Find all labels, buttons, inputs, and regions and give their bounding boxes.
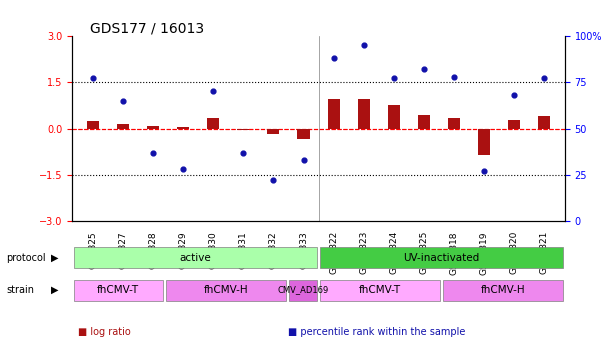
FancyBboxPatch shape <box>320 280 440 301</box>
Point <box>178 166 188 172</box>
Point <box>88 76 98 81</box>
Text: GDS177 / 16013: GDS177 / 16013 <box>90 21 204 35</box>
FancyBboxPatch shape <box>289 280 317 301</box>
Text: ■ percentile rank within the sample: ■ percentile rank within the sample <box>288 327 466 337</box>
Bar <box>358 99 370 129</box>
Text: CMV_AD169: CMV_AD169 <box>278 286 329 295</box>
Bar <box>478 129 490 155</box>
Point <box>389 76 398 81</box>
Bar <box>538 116 550 129</box>
Text: strain: strain <box>6 285 34 295</box>
FancyBboxPatch shape <box>444 280 563 301</box>
Text: fhCMV-T: fhCMV-T <box>97 285 139 295</box>
Point <box>449 74 459 79</box>
Bar <box>388 105 400 129</box>
Text: active: active <box>180 253 211 263</box>
Bar <box>237 129 249 130</box>
Bar <box>87 121 99 129</box>
Bar <box>418 115 430 129</box>
Bar <box>508 120 520 129</box>
Point <box>419 66 429 72</box>
Bar <box>147 126 159 129</box>
Point <box>239 150 248 156</box>
Text: ▶: ▶ <box>51 253 58 263</box>
Point <box>299 157 308 163</box>
FancyBboxPatch shape <box>166 280 286 301</box>
Bar <box>267 129 279 134</box>
Bar <box>177 127 189 129</box>
Text: fhCMV-H: fhCMV-H <box>204 285 248 295</box>
FancyBboxPatch shape <box>74 247 317 268</box>
Point <box>509 92 519 98</box>
FancyBboxPatch shape <box>74 280 163 301</box>
Text: UV-inactivated: UV-inactivated <box>404 253 480 263</box>
Point <box>359 42 368 48</box>
Bar <box>328 99 340 129</box>
Point <box>479 169 489 174</box>
Text: fhCMV-T: fhCMV-T <box>359 285 401 295</box>
Point <box>539 76 549 81</box>
Point <box>209 89 218 94</box>
Text: ■ log ratio: ■ log ratio <box>78 327 131 337</box>
Bar <box>297 129 310 139</box>
Text: fhCMV-H: fhCMV-H <box>481 285 526 295</box>
FancyBboxPatch shape <box>320 247 563 268</box>
Text: ▶: ▶ <box>51 285 58 295</box>
Bar <box>448 118 460 129</box>
Point <box>329 55 338 61</box>
Point <box>148 150 158 156</box>
Bar <box>207 118 219 129</box>
Bar <box>117 124 129 129</box>
Point <box>269 178 278 183</box>
Point <box>118 98 128 104</box>
Text: protocol: protocol <box>6 253 46 263</box>
